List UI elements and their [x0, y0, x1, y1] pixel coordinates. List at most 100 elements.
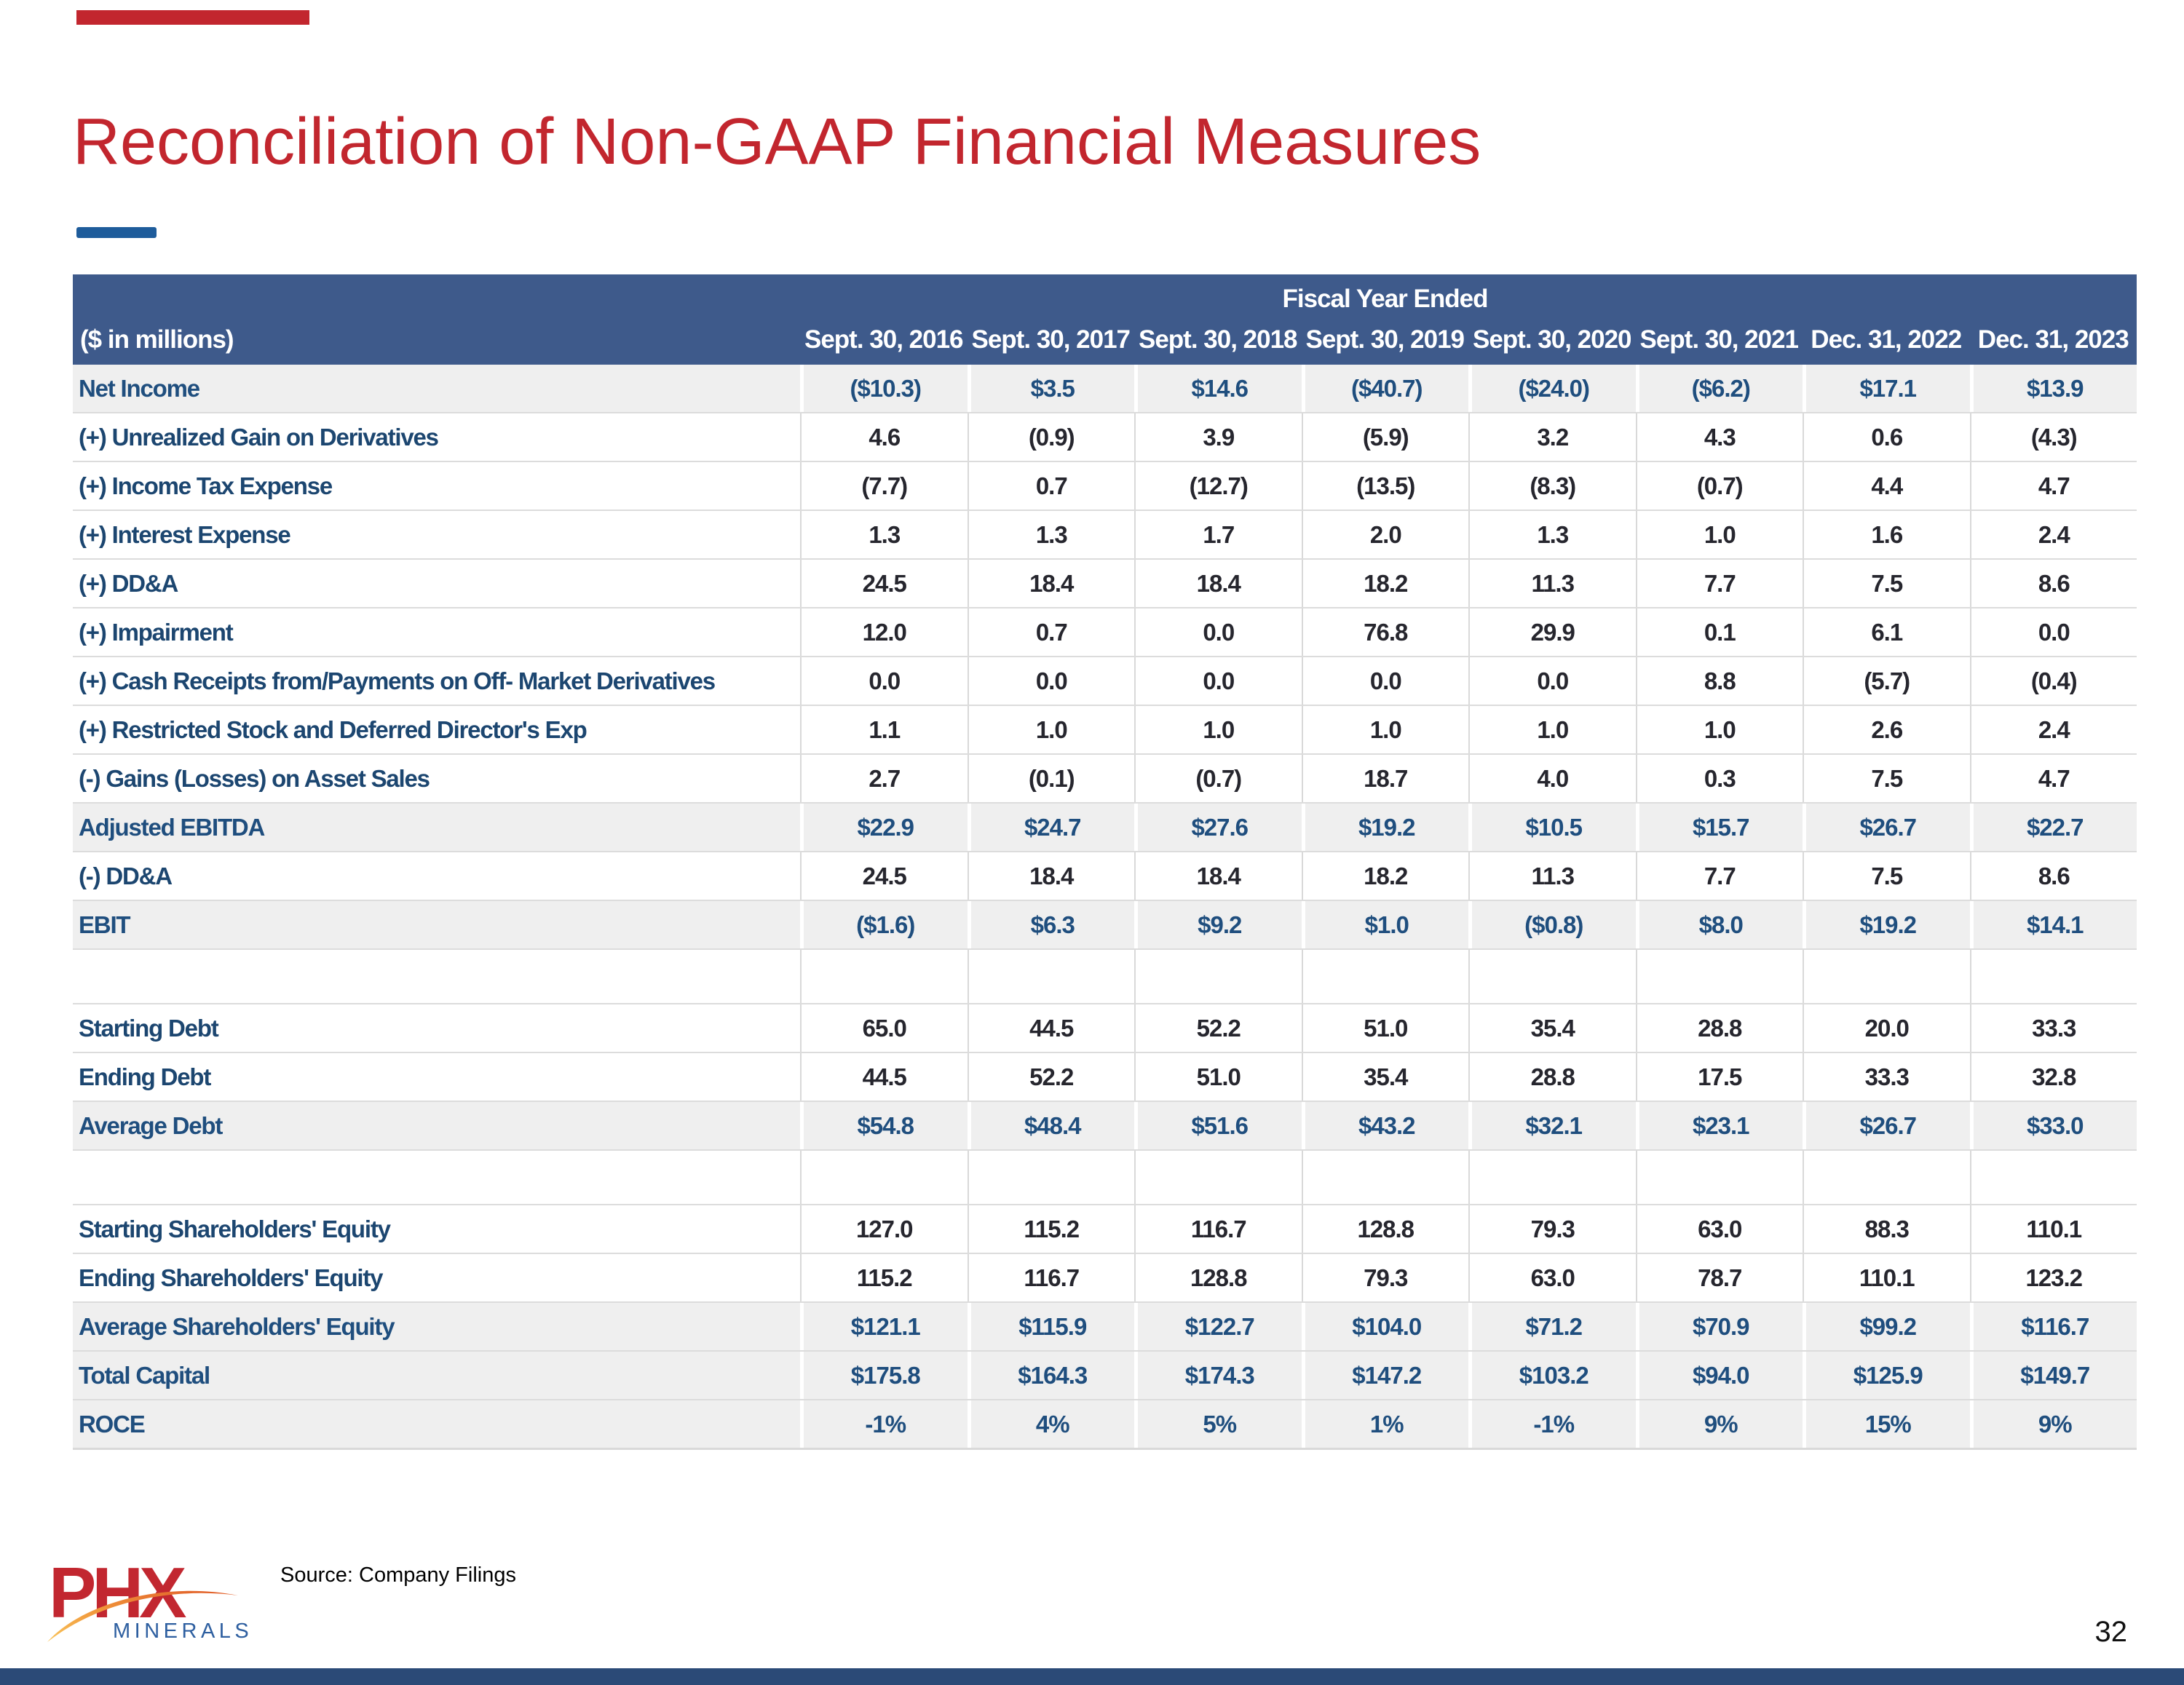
row-label: Starting Debt [79, 1014, 219, 1042]
cell-value: 110.1 [1803, 1254, 1970, 1301]
cell-value: 7.7 [1635, 560, 1803, 607]
cell-value: ($10.3) [800, 365, 968, 412]
cell-value: ($40.7) [1301, 365, 1469, 412]
cell-value: $19.2 [1803, 901, 1970, 948]
row-label: Ending Shareholders' Equity [79, 1264, 384, 1291]
cell-value: $125.9 [1803, 1352, 1970, 1399]
cell-value: 88.3 [1803, 1205, 1970, 1253]
cell-value: 2.6 [1803, 706, 1970, 753]
cell-value: $1.0 [1301, 901, 1469, 948]
cell-value: 4.6 [800, 413, 968, 461]
cell-value: 2.4 [1969, 706, 2137, 753]
cell-value [1635, 950, 1803, 1003]
cell-value: -1% [800, 1400, 968, 1448]
cell-value: ($1.6) [800, 901, 968, 948]
row-label: Starting Shareholders' Equity [79, 1215, 391, 1242]
cell-value: 4.4 [1803, 462, 1970, 510]
cell-value: 3.9 [1134, 413, 1302, 461]
cell-value: $22.9 [800, 804, 968, 851]
cell-value: (7.7) [800, 462, 968, 510]
table-row: (+) DD&A 24.5 18.4 18.4 18.2 11.3 7.7 7.5 8.6 [73, 558, 2137, 607]
cell-value: 51.0 [1134, 1053, 1302, 1101]
cell-value: (0.9) [967, 413, 1135, 461]
cell-value: $22.7 [1969, 804, 2137, 851]
cell-value: 115.2 [800, 1254, 968, 1301]
cell-value [1301, 1151, 1469, 1204]
cell-value [967, 950, 1135, 1003]
cell-value: $70.9 [1635, 1303, 1803, 1350]
cell-value: 33.3 [1969, 1004, 2137, 1052]
cell-value: $51.6 [1134, 1102, 1302, 1149]
cell-value: (4.3) [1969, 413, 2137, 461]
row-label: (+) Cash Receipts from/Payments on Off- … [79, 667, 716, 694]
row-label: (+) Interest Expense [79, 520, 291, 548]
table-row: Total Capital $175.8 $164.3 $174.3 $147.2 $10… [73, 1350, 2137, 1399]
cell-value: 4.0 [1468, 755, 1636, 802]
column-header-row: ($ in millions) Sept. 30, 2016 Sept. 30, … [73, 325, 2137, 354]
row-label: Average Shareholders' Equity [79, 1312, 395, 1340]
cell-value: 24.5 [800, 852, 968, 900]
fiscal-year-ended-header: Fiscal Year Ended [1282, 285, 1489, 313]
cell-value: 1.3 [1468, 511, 1636, 558]
cell-value: 63.0 [1468, 1254, 1636, 1301]
cell-value [800, 1151, 968, 1204]
row-label: Total Capital [79, 1361, 210, 1389]
cell-value: $24.7 [967, 804, 1135, 851]
cell-value: 115.2 [967, 1205, 1135, 1253]
cell-value: $17.1 [1803, 365, 1970, 412]
cell-value: 9% [1969, 1400, 2137, 1448]
cell-value: $103.2 [1468, 1352, 1636, 1399]
row-label: ROCE [79, 1410, 146, 1438]
cell-value: 1.0 [1635, 706, 1803, 753]
cell-value: 8.6 [1969, 560, 2137, 607]
cell-value: 20.0 [1803, 1004, 1970, 1052]
row-label: Net Income [79, 374, 200, 402]
cell-value: $99.2 [1803, 1303, 1970, 1350]
financial-table: Fiscal Year Ended ($ in millions) Sept. … [73, 274, 2137, 1450]
table-row: Ending Debt 44.5 52.2 51.0 35.4 28.8 17.5 33.3 3… [73, 1052, 2137, 1101]
cell-value: 0.1 [1635, 608, 1803, 656]
cell-value: $26.7 [1803, 804, 1970, 851]
cell-value: 52.2 [1134, 1004, 1302, 1052]
cell-value: 11.3 [1468, 560, 1636, 607]
source-note: Source: Company Filings [280, 1563, 516, 1587]
cell-value: 51.0 [1301, 1004, 1469, 1052]
cell-value: $104.0 [1301, 1303, 1469, 1350]
cell-value: 1.7 [1134, 511, 1302, 558]
cell-value: $94.0 [1635, 1352, 1803, 1399]
table-row: (+) Income Tax Expense (7.7) 0.7 (12.7) (13.… [73, 461, 2137, 510]
cell-value: 18.2 [1301, 560, 1469, 607]
row-label: (+) Unrealized Gain on Derivatives [79, 423, 439, 451]
table-row: (+) Unrealized Gain on Derivatives 4.6 (0.… [73, 412, 2137, 461]
cell-value [1301, 950, 1469, 1003]
cell-value: 63.0 [1635, 1205, 1803, 1253]
cell-value: 1.1 [800, 706, 968, 753]
cell-value: 18.7 [1301, 755, 1469, 802]
cell-value: $27.6 [1134, 804, 1302, 851]
table-row: Starting Shareholders' Equity 127.0 115.2 1… [73, 1204, 2137, 1253]
cell-value: 0.3 [1635, 755, 1803, 802]
cell-value: (12.7) [1134, 462, 1302, 510]
cell-value: $174.3 [1134, 1352, 1302, 1399]
table-body: Net Income ($10.3) $3.5 $14.6 ($40.7) ($24.0)… [73, 365, 2137, 1450]
cell-value: 1.0 [1468, 706, 1636, 753]
cell-value: $9.2 [1134, 901, 1302, 948]
cell-value: 1.0 [1301, 706, 1469, 753]
cell-value: ($6.2) [1635, 365, 1803, 412]
cell-value: $149.7 [1969, 1352, 2137, 1399]
cell-value: 0.0 [1134, 657, 1302, 705]
cell-value: 4.3 [1635, 413, 1803, 461]
spacer-row [73, 948, 2137, 1003]
unit-label: ($ in millions) [80, 325, 234, 354]
cell-value: 3.2 [1468, 413, 1636, 461]
cell-value: ($24.0) [1468, 365, 1636, 412]
title-underline-dash [76, 227, 157, 238]
cell-value: 110.1 [1969, 1205, 2137, 1253]
cell-value: 0.7 [967, 462, 1135, 510]
cell-value: $14.1 [1969, 901, 2137, 948]
cell-value: $147.2 [1301, 1352, 1469, 1399]
cell-value: 44.5 [967, 1004, 1135, 1052]
row-label: (-) Gains (Losses) on Asset Sales [79, 764, 430, 792]
cell-value: $175.8 [800, 1352, 968, 1399]
cell-value: 1.0 [967, 706, 1135, 753]
